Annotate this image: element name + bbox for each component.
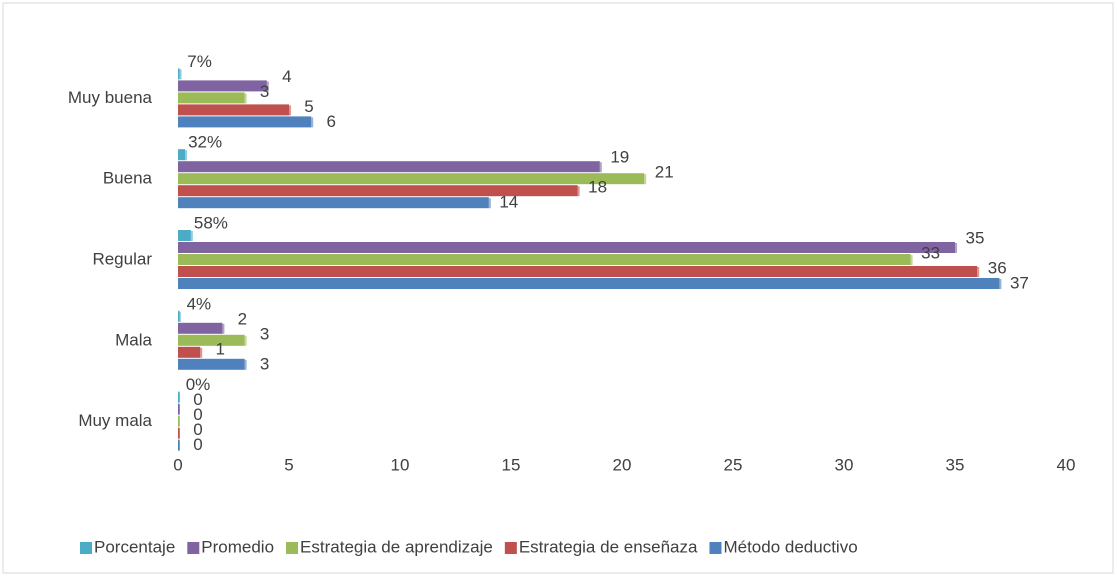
bar: [178, 104, 289, 116]
data-label: 4: [282, 67, 291, 86]
data-label: 0: [193, 420, 202, 439]
x-tick-label: 25: [724, 455, 743, 474]
bar: [178, 242, 955, 253]
data-label: 35: [966, 228, 985, 247]
legend-label: Estrategia de enseñaza: [519, 537, 698, 556]
bar-edge: [910, 255, 913, 265]
bar-edge: [185, 150, 188, 161]
x-tick-label: 15: [502, 455, 521, 474]
data-label: 6: [326, 112, 335, 131]
bar: [178, 116, 312, 128]
bar-edge: [999, 279, 1002, 289]
bar-edge: [244, 93, 247, 104]
bar: [178, 358, 245, 370]
y-tick-label: Regular: [92, 249, 152, 268]
data-label: 3: [260, 324, 269, 343]
legend-swatch: [187, 542, 200, 554]
bar: [178, 161, 600, 173]
legend-swatch: [80, 542, 92, 554]
bar-edge: [178, 404, 180, 415]
data-label: 18: [588, 178, 607, 197]
legend-label: Estrategia de aprendizaje: [300, 537, 493, 556]
data-label: 3: [260, 82, 269, 101]
data-label: 33: [921, 243, 940, 262]
bar: [178, 254, 911, 265]
bar-edge: [488, 198, 491, 209]
bar-edge: [266, 81, 269, 92]
y-tick-label: Buena: [103, 169, 153, 188]
bar-edge: [977, 267, 980, 277]
bar: [178, 346, 201, 358]
data-label: 36: [988, 258, 1007, 277]
y-tick-label: Mala: [115, 330, 152, 349]
x-tick-label: 30: [835, 455, 854, 474]
bar-edge: [244, 359, 247, 370]
bar-edge: [599, 162, 602, 173]
x-tick-label: 5: [284, 455, 293, 474]
x-tick-label: 35: [946, 455, 965, 474]
data-label: 1: [215, 339, 224, 358]
bar-edge: [244, 335, 247, 346]
bar-edge: [178, 311, 181, 322]
data-label: 32%: [188, 133, 222, 152]
bar: [178, 230, 191, 241]
x-tick-label: 0: [173, 455, 182, 474]
data-label: 0%: [186, 375, 211, 394]
y-tick-label: Muy mala: [78, 411, 152, 430]
data-label: 2: [238, 309, 247, 328]
bar: [178, 173, 645, 185]
bar-edge: [222, 323, 225, 334]
bar: [178, 334, 245, 346]
bar: [178, 278, 1000, 289]
bar: [178, 322, 223, 334]
data-label: 5: [304, 97, 313, 116]
data-label: 0: [193, 390, 202, 409]
bar-edge: [289, 105, 291, 116]
legend-swatch: [504, 542, 517, 554]
bar: [178, 266, 978, 277]
bar-edge: [577, 186, 580, 197]
bar-edge: [178, 392, 180, 403]
data-label: 4%: [187, 294, 212, 313]
legend-swatch: [709, 542, 722, 554]
bar-edge: [311, 117, 314, 128]
bar: [178, 310, 180, 322]
bar: [178, 92, 245, 104]
data-label: 7%: [187, 52, 212, 71]
bar-edge: [179, 69, 182, 80]
bar-edge: [178, 416, 180, 427]
bar-edge: [955, 243, 957, 253]
data-label: 14: [499, 193, 518, 212]
data-label: 3: [260, 354, 269, 373]
data-label: 0: [193, 405, 202, 424]
legend-swatch: [286, 542, 299, 554]
data-label: 19: [610, 148, 629, 167]
bar: [178, 80, 267, 92]
bar-edge: [644, 174, 647, 185]
legend-label: Método deductivo: [723, 537, 857, 556]
x-tick-label: 40: [1057, 455, 1076, 474]
data-label: 37: [1010, 273, 1029, 292]
legend-label: Promedio: [201, 537, 274, 556]
bar-edge: [190, 231, 193, 241]
data-label: 0: [193, 435, 202, 454]
data-label: 21: [655, 163, 674, 182]
y-tick-label: Muy buena: [68, 88, 153, 107]
bar: [178, 197, 489, 209]
x-tick-label: 20: [613, 455, 632, 474]
data-label: 58%: [194, 213, 228, 232]
legend-label: Porcentaje: [94, 537, 175, 556]
bar: [178, 149, 186, 161]
bar-edge: [178, 440, 180, 451]
bar-edge: [200, 347, 203, 358]
bar-edge: [178, 428, 180, 439]
bar: [178, 68, 180, 80]
x-tick-label: 10: [391, 455, 410, 474]
bar: [178, 185, 578, 197]
